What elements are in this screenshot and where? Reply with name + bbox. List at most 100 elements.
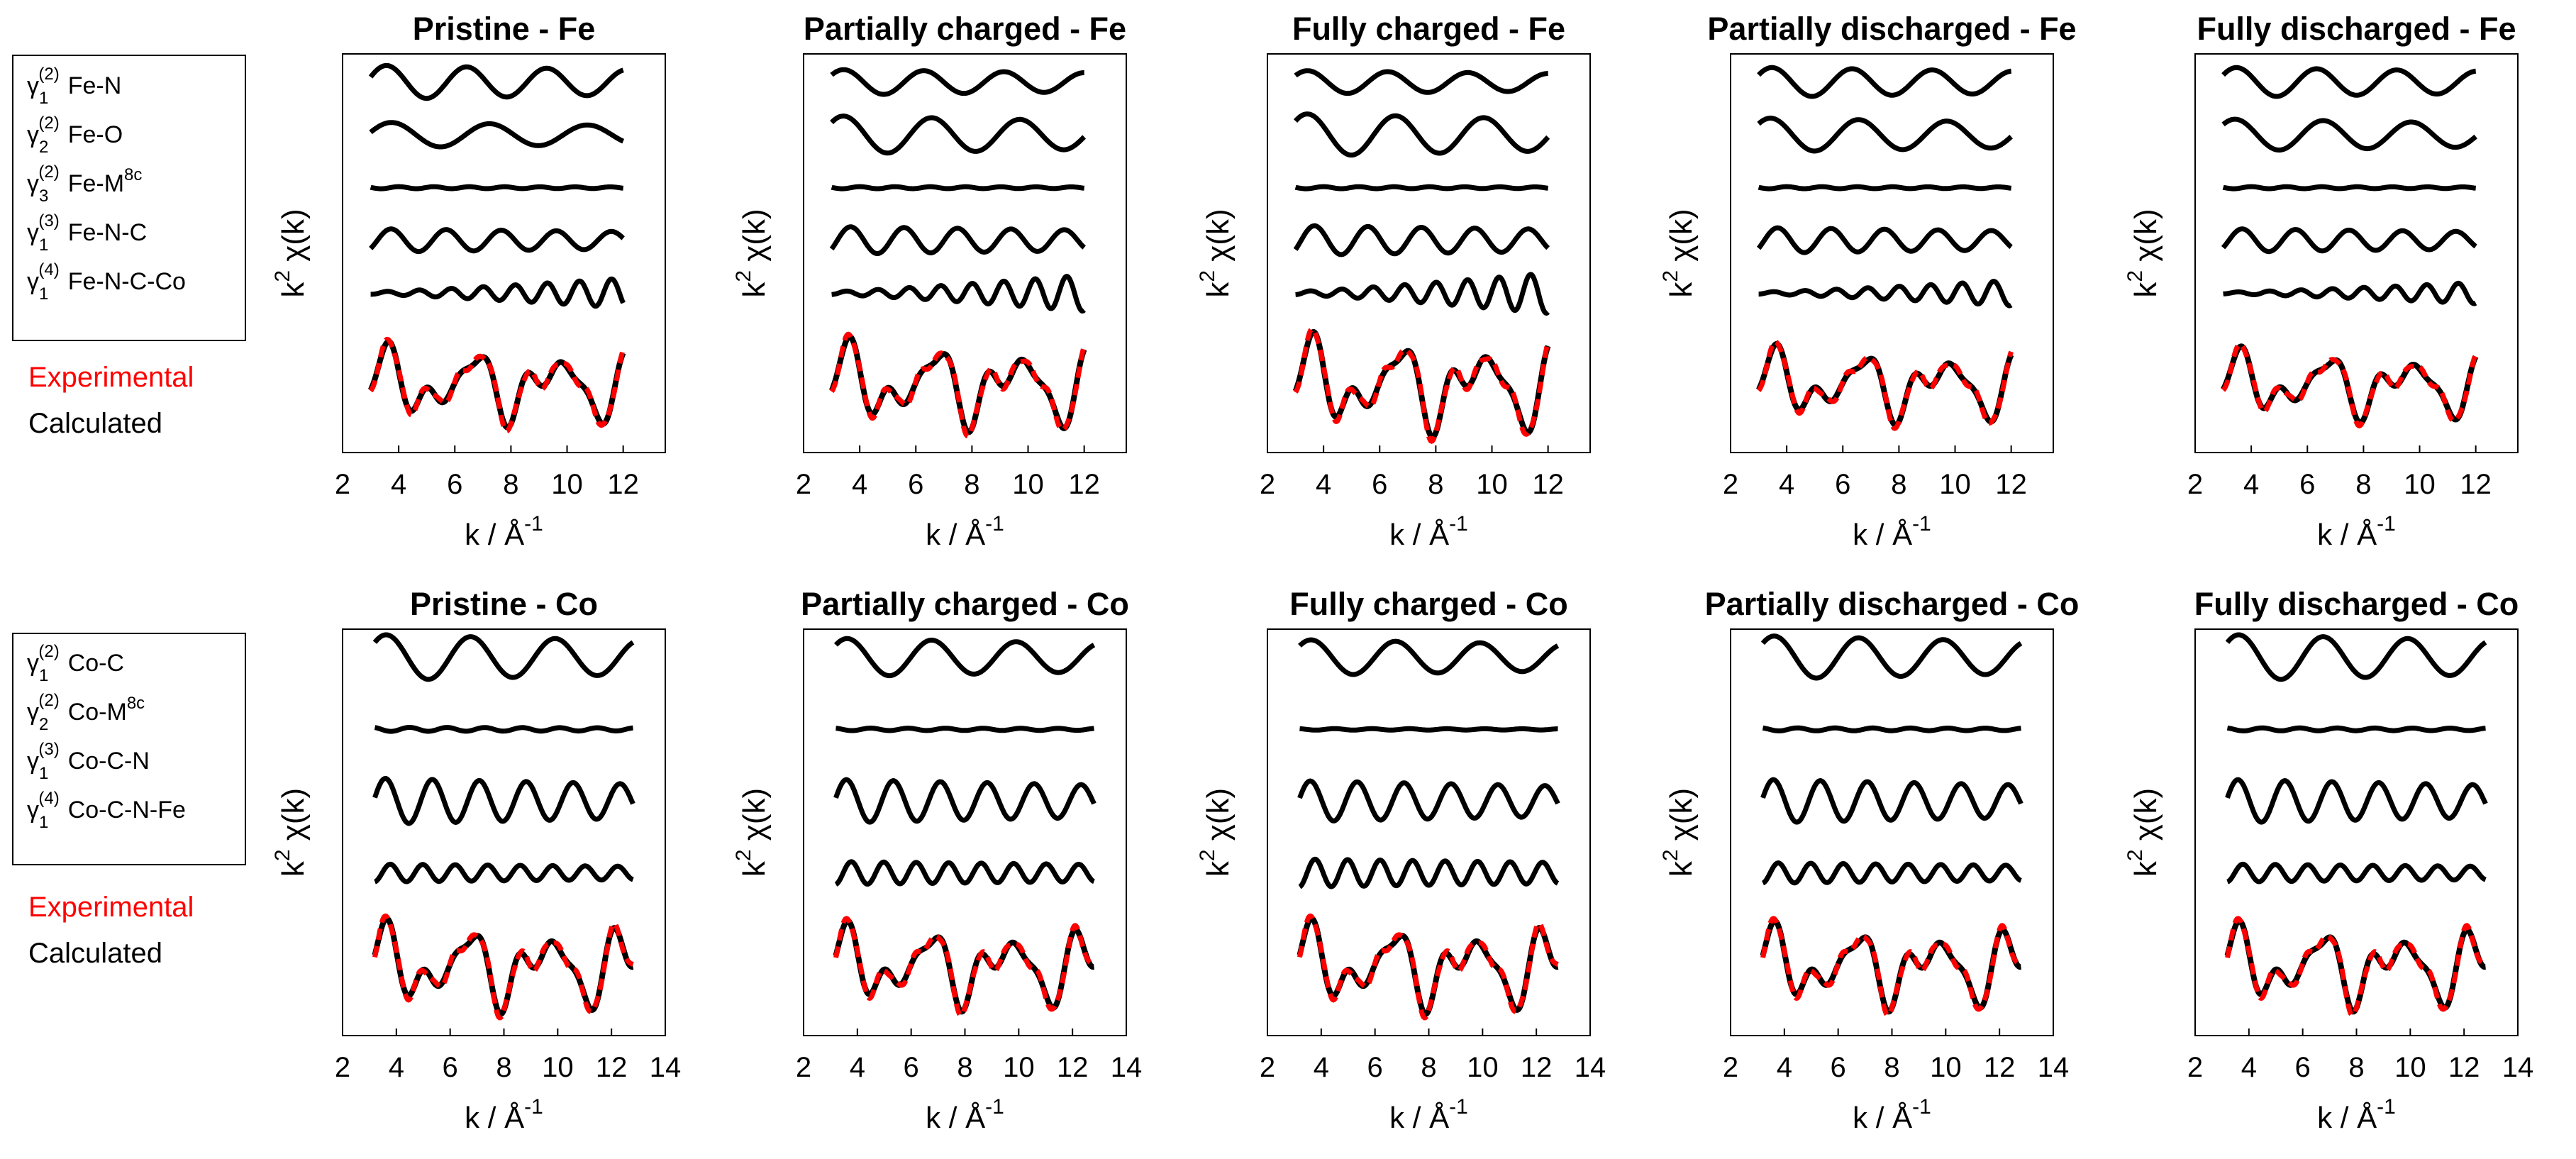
x-tick-label: 14 [2502, 1052, 2534, 1083]
experimental-data-line [2225, 916, 2487, 1018]
component-curve-Fe-N [830, 67, 1084, 97]
component-curve-Co-C [372, 632, 635, 682]
x-tick-label: 8 [1891, 469, 1906, 500]
x-tick-label: 12 [596, 1052, 628, 1083]
chart-panel-0: Pristine - Fe 2 4 6 8 10 12 k / Å-1 k2 χ(k) [271, 11, 666, 551]
component-curve-Co-M8c [835, 726, 1094, 733]
x-axis-label: k / Å-1 [2317, 512, 2396, 551]
x-tick-label: 4 [389, 1052, 404, 1083]
y-axis-label: k2 χ(k) [1196, 788, 1236, 877]
x-axis-label: k / Å-1 [1389, 512, 1468, 551]
calculated-fit-line [2221, 343, 2479, 426]
component-curve-Fe-N-C [369, 226, 625, 255]
x-axis-label: k / Å-1 [2317, 1095, 2396, 1134]
component-curve-Fe-O [830, 113, 1087, 156]
component-curve-Fe-N [2221, 65, 2476, 99]
x-tick-label: 8 [496, 1052, 511, 1083]
x-tick-label: 4 [852, 469, 867, 500]
x-tick-label: 12 [1995, 469, 2027, 500]
chart-panel-7: Fully charged - Co 2 4 6 8 10 12 14 k / Å-1 k2 χ(… [1196, 586, 1606, 1134]
component-curve-Co-C [1298, 637, 1560, 677]
x-tick-label: 2 [1260, 469, 1275, 500]
component-curve-Fe-N-C-Co [1758, 279, 2013, 309]
component-curve-Fe-N-C [829, 224, 1086, 256]
plot-frame [803, 628, 1127, 1036]
legend-fe: γ1(2) Fe-N γ2(2) Fe-O γ3(2) Fe-M8c γ1(3) Fe-N-C… [12, 55, 246, 439]
x-tick-label: 8 [1884, 1052, 1899, 1083]
component-curve-Fe-M8c [1294, 184, 1548, 192]
x-tick-label: 10 [1939, 469, 1971, 500]
y-axis-label: k2 χ(k) [2123, 788, 2163, 877]
plot-frame [1267, 628, 1591, 1036]
panel-title: Fully charged - Fe [1292, 11, 1565, 47]
component-curve-Fe-N-C-Co [1295, 272, 1550, 316]
component-curve-Fe-M8c [831, 184, 1084, 192]
component-curve-Co-C [2225, 632, 2487, 682]
chart-panel-9: Fully discharged - Co 2 4 6 8 10 12 14 k / Å-1 k2… [2123, 586, 2533, 1134]
x-tick-label: 8 [503, 469, 518, 500]
component-curve-Fe-N [368, 62, 624, 101]
legend-box [12, 55, 246, 341]
y-axis-label: k2 χ(k) [271, 209, 311, 297]
experimental-data-line [372, 913, 634, 1021]
x-tick-label: 14 [650, 1052, 682, 1083]
legend-box [12, 633, 246, 865]
component-curve-Fe-N-C [2221, 226, 2477, 255]
x-tick-label: 6 [1835, 469, 1850, 500]
calculated-fit-line [372, 915, 634, 1017]
plot-frame [1730, 53, 2054, 453]
x-tick-label: 12 [1984, 1052, 2016, 1083]
experimental-data-line [1297, 913, 1559, 1021]
plot-frame [342, 628, 666, 1036]
chart-panel-4: Fully discharged - Fe 2 4 6 8 10 12 k / Å-1 k2 χ… [2123, 11, 2519, 551]
x-tick-label: 8 [2355, 469, 2371, 500]
component-curve-Co-C-N [1760, 777, 2023, 825]
x-tick-label: 2 [335, 469, 350, 500]
experimental-data-line [1293, 326, 1551, 444]
x-tick-label: 12 [1532, 469, 1564, 500]
chart-panel-8: Partially discharged - Co 2 4 6 8 10 12 14 k / Å… [1659, 586, 2079, 1134]
x-tick-label: 4 [850, 1052, 865, 1083]
y-axis-label: k2 χ(k) [1659, 788, 1699, 877]
experimental-data-line [829, 331, 1087, 439]
plot-frame [342, 53, 666, 453]
y-axis-label: k2 χ(k) [271, 788, 311, 877]
component-curve-Fe-N-C [1756, 225, 2013, 255]
x-tick-label: 12 [1057, 1052, 1089, 1083]
x-tick-label: 10 [551, 469, 583, 500]
component-curve-Fe-O [369, 120, 625, 150]
x-tick-label: 6 [1372, 469, 1387, 500]
y-axis-label: k2 χ(k) [732, 209, 772, 297]
x-tick-label: 8 [957, 1052, 972, 1083]
legend-calculated: Calculated [28, 938, 162, 969]
component-curve-Co-C-N-Fe [1762, 860, 2022, 886]
x-tick-label: 2 [796, 1052, 811, 1083]
component-curve-Co-C-N [2225, 777, 2488, 825]
x-tick-label: 4 [1316, 469, 1331, 500]
x-tick-label: 12 [2460, 469, 2492, 500]
calculated-fit-line [1297, 915, 1559, 1017]
x-tick-label: 12 [607, 469, 639, 500]
x-tick-label: 6 [1367, 1052, 1383, 1083]
legend-entry-fe-n-c-co: γ1(4) Fe-N-C-Co [27, 260, 186, 304]
legend-entry-fe-n: γ1(2) Fe-N [27, 65, 121, 108]
chart-panel-1: Partially charged - Fe 2 4 6 8 10 12 k / Å-1 k2 … [732, 11, 1127, 551]
x-tick-label: 6 [2299, 469, 2315, 500]
panel-title: Partially discharged - Fe [1707, 11, 2076, 47]
x-tick-label: 2 [2187, 469, 2203, 500]
experimental-data-line [2221, 341, 2478, 429]
x-tick-label: 4 [1777, 1052, 1792, 1083]
plot-frame [1730, 628, 2054, 1036]
component-curve-Co-M8c [1762, 725, 2021, 733]
legend-co: γ1(2) Co-C γ2(2) Co-M8c γ1(3) Co-C-N γ1(4) Co-C… [12, 633, 246, 969]
component-curve-Fe-M8c [1758, 184, 2011, 192]
x-tick-label: 8 [964, 469, 979, 500]
x-tick-label: 2 [1260, 1052, 1275, 1083]
chart-panel-3: Partially discharged - Fe 2 4 6 8 10 12 k / Å-1… [1659, 11, 2077, 551]
x-tick-label: 14 [1111, 1052, 1143, 1083]
x-tick-label: 6 [2295, 1052, 2311, 1083]
component-curve-Co-C-N-Fe [1298, 856, 1560, 889]
component-curve-Fe-M8c [370, 184, 623, 192]
x-axis-label: k / Å-1 [465, 512, 543, 551]
legend-entry-co-c: γ1(2) Co-C [27, 642, 124, 685]
